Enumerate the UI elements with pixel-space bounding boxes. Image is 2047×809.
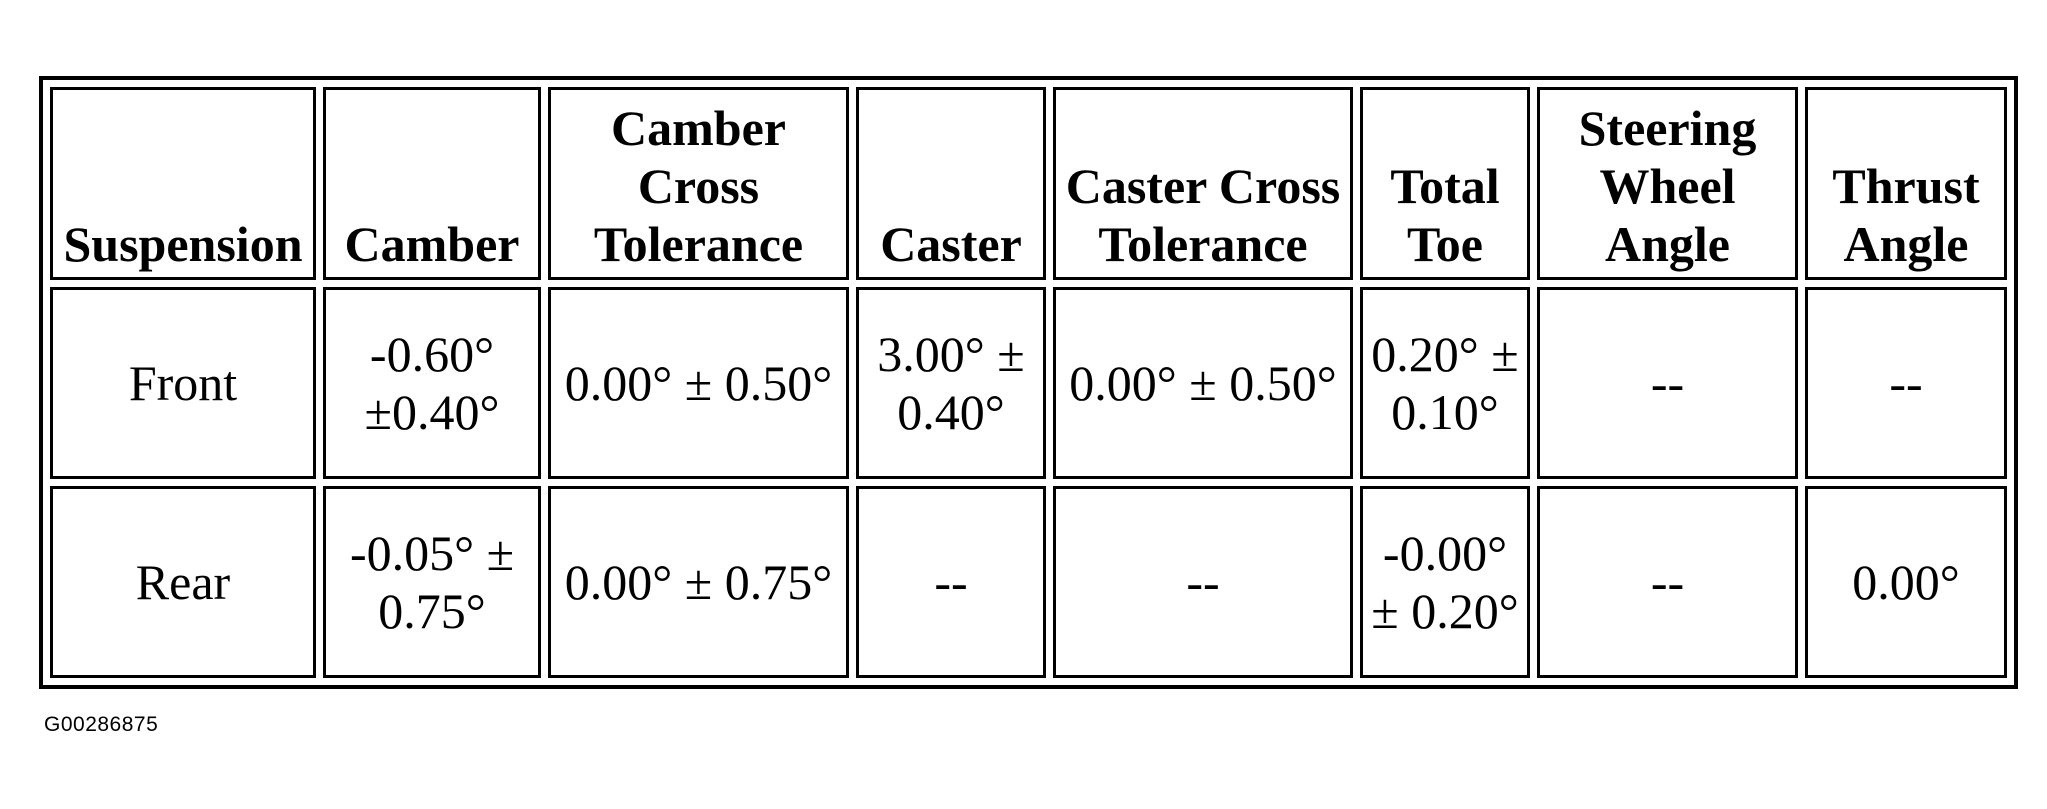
header-cell: Caster [856,87,1046,280]
header-cell: Thrust Angle [1805,87,2007,280]
table-cell: 0.00° ± 0.75° [548,486,849,678]
alignment-spec-table: Suspension Camber Camber Cross Tolerance… [39,76,2018,689]
table-cell: -0.05° ± 0.75° [323,486,541,678]
table-cell: -- [1805,287,2007,479]
figure-id: G00286875 [44,713,159,736]
header-cell: Camber [323,87,541,280]
table-row: Front -0.60° ±0.40° 0.00° ± 0.50° 3.00° … [50,287,2007,479]
header-row: Suspension Camber Camber Cross Tolerance… [50,87,2007,280]
header-cell: Suspension [50,87,316,280]
table-cell: -0.00° ± 0.20° [1360,486,1530,678]
table-cell: 3.00° ± 0.40° [856,287,1046,479]
header-cell: Steering Wheel Angle [1537,87,1798,280]
table-cell: -- [1537,486,1798,678]
table-cell: Rear [50,486,316,678]
table-cell: 0.00° ± 0.50° [1053,287,1353,479]
table-cell: 0.00° ± 0.50° [548,287,849,479]
table-row: Rear -0.05° ± 0.75° 0.00° ± 0.75° -- -- … [50,486,2007,678]
header-cell: Caster Cross Tolerance [1053,87,1353,280]
table-cell: 0.00° [1805,486,2007,678]
table-cell: -- [1537,287,1798,479]
table-cell: -0.60° ±0.40° [323,287,541,479]
table-cell: -- [1053,486,1353,678]
table-cell: Front [50,287,316,479]
header-cell: Total Toe [1360,87,1530,280]
table-cell: -- [856,486,1046,678]
table-cell: 0.20° ± 0.10° [1360,287,1530,479]
header-cell: Camber Cross Tolerance [548,87,849,280]
